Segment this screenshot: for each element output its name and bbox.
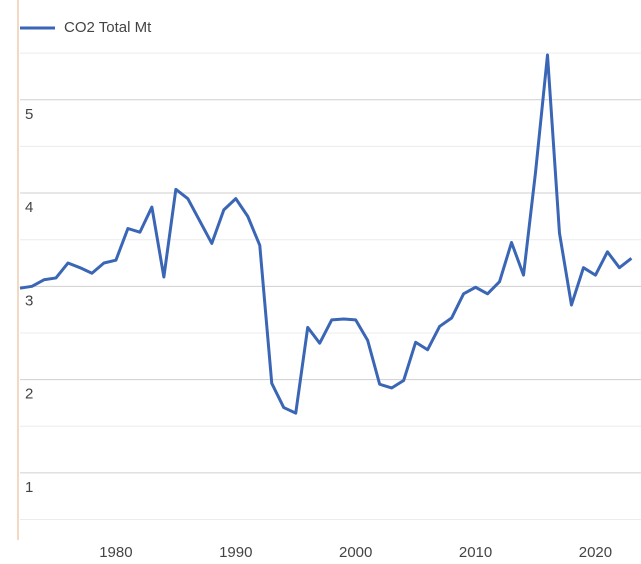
data-line	[19, 53, 633, 415]
x-tick-label: 1990	[219, 544, 252, 561]
y-tick-label: 3	[25, 292, 33, 309]
x-tick-label: 2010	[459, 544, 492, 561]
x-tick-label: 2020	[579, 544, 612, 561]
x-tick-label: 2000	[339, 544, 372, 561]
legend-label: CO2 Total Mt	[64, 19, 152, 36]
y-tick-label: 5	[25, 106, 33, 123]
y-tick-label: 2	[25, 386, 33, 403]
y-tick-label: 4	[25, 199, 33, 216]
y-tick-label: 1	[25, 479, 33, 496]
x-tick-label: 1980	[99, 544, 132, 561]
